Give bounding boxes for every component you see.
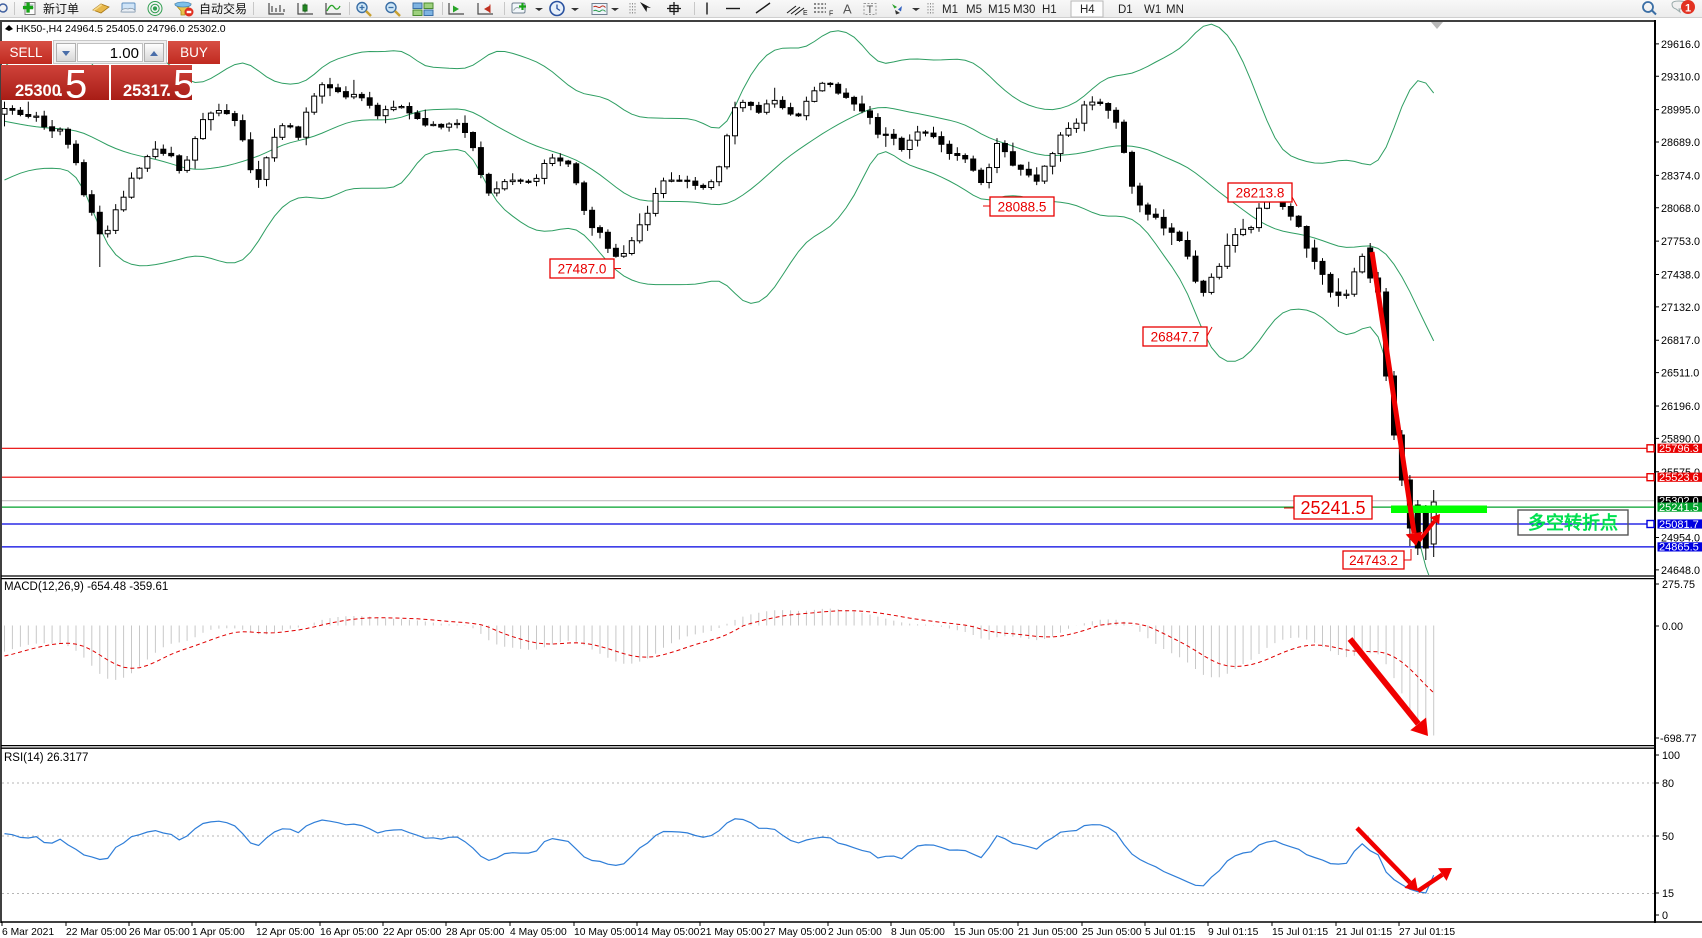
svg-text:.: . <box>58 80 63 100</box>
svg-text:RSI(14) 26.3177: RSI(14) 26.3177 <box>4 752 88 764</box>
svg-text:4 May 05:00: 4 May 05:00 <box>510 927 567 938</box>
svg-text:D1: D1 <box>1118 4 1133 16</box>
svg-text:275.75: 275.75 <box>1662 579 1695 591</box>
svg-text:25890.0: 25890.0 <box>1661 433 1700 445</box>
svg-text:16 Apr 05:00: 16 Apr 05:00 <box>320 927 379 938</box>
svg-text:26 Mar 05:00: 26 Mar 05:00 <box>129 927 190 938</box>
svg-text:MACD(12,26,9) -654.48 -359.61: MACD(12,26,9) -654.48 -359.61 <box>4 581 168 593</box>
svg-text:24743.2: 24743.2 <box>1349 553 1398 568</box>
svg-text:15 Jun 05:00: 15 Jun 05:00 <box>954 927 1014 938</box>
svg-text:M1: M1 <box>942 4 958 16</box>
svg-text:6 Mar 2021: 6 Mar 2021 <box>2 927 54 938</box>
svg-text:0.00: 0.00 <box>1662 621 1683 633</box>
svg-text:15: 15 <box>1662 888 1674 900</box>
svg-text:A: A <box>843 2 852 17</box>
svg-text:2 Jun 05:00: 2 Jun 05:00 <box>828 927 882 938</box>
svg-text:25523.6: 25523.6 <box>1659 472 1699 484</box>
svg-text:HK50-,H4 24964.5 25405.0 2479: HK50-,H4 24964.5 25405.0 24796.0 25302.0 <box>16 23 226 35</box>
svg-text:-698.77: -698.77 <box>1660 733 1697 745</box>
svg-text:E: E <box>803 10 808 17</box>
svg-text:F: F <box>829 11 833 18</box>
svg-text:9 Jul 01:15: 9 Jul 01:15 <box>1208 927 1259 938</box>
svg-text:H1: H1 <box>1042 4 1057 16</box>
svg-text:27 May 05:00: 27 May 05:00 <box>764 927 827 938</box>
svg-text:28689.0: 28689.0 <box>1661 137 1700 149</box>
svg-text:25241.5: 25241.5 <box>1659 502 1699 514</box>
svg-text:W1: W1 <box>1144 4 1161 16</box>
svg-text:5 Jul 01:15: 5 Jul 01:15 <box>1145 927 1196 938</box>
svg-text:27487.0: 27487.0 <box>558 261 607 276</box>
svg-text:27438.0: 27438.0 <box>1661 270 1700 282</box>
svg-text:28 Apr 05:00: 28 Apr 05:00 <box>446 927 505 938</box>
svg-text:T: T <box>867 4 874 16</box>
svg-text:自动交易: 自动交易 <box>199 1 247 16</box>
svg-text:25241.5: 25241.5 <box>1300 498 1365 518</box>
svg-text:21 May 05:00: 21 May 05:00 <box>700 927 763 938</box>
svg-text:21 Jun 05:00: 21 Jun 05:00 <box>1018 927 1078 938</box>
svg-text:M15: M15 <box>988 4 1010 16</box>
svg-text:多空转折点: 多空转折点 <box>1528 512 1618 533</box>
svg-text:28068.0: 28068.0 <box>1661 203 1700 215</box>
svg-text:22 Mar 05:00: 22 Mar 05:00 <box>66 927 127 938</box>
svg-text:15 Jul 01:15: 15 Jul 01:15 <box>1272 927 1328 938</box>
svg-text:24865.5: 24865.5 <box>1659 542 1699 554</box>
svg-text:26817.0: 26817.0 <box>1661 335 1700 347</box>
svg-text:MN: MN <box>1166 4 1184 16</box>
svg-text:25317: 25317 <box>123 82 169 100</box>
svg-text:1: 1 <box>1685 3 1691 15</box>
svg-text:80: 80 <box>1662 778 1674 790</box>
svg-text:29310.0: 29310.0 <box>1661 71 1700 83</box>
svg-text:M5: M5 <box>966 4 982 16</box>
svg-text:14 May 05:00: 14 May 05:00 <box>637 927 700 938</box>
svg-text:21 Jul 01:15: 21 Jul 01:15 <box>1336 927 1392 938</box>
svg-text:H4: H4 <box>1080 4 1095 16</box>
svg-text:28088.5: 28088.5 <box>998 199 1047 214</box>
svg-text:24954.0: 24954.0 <box>1661 533 1700 545</box>
svg-text:28995.0: 28995.0 <box>1661 105 1700 117</box>
svg-text:25796.3: 25796.3 <box>1659 443 1699 455</box>
svg-text:1 Apr 05:00: 1 Apr 05:00 <box>192 927 245 938</box>
svg-text:25 Jun 05:00: 25 Jun 05:00 <box>1082 927 1142 938</box>
svg-text:25081.7: 25081.7 <box>1659 519 1699 531</box>
svg-text:8 Jun 05:00: 8 Jun 05:00 <box>891 927 945 938</box>
svg-text:27 Jul 01:15: 27 Jul 01:15 <box>1399 927 1455 938</box>
svg-text:27132.0: 27132.0 <box>1661 302 1700 314</box>
svg-text:26196.0: 26196.0 <box>1661 401 1700 413</box>
svg-text:5: 5 <box>65 65 87 100</box>
svg-text:新订单: 新订单 <box>43 1 79 16</box>
svg-text:100: 100 <box>1662 750 1680 762</box>
svg-text:26847.7: 26847.7 <box>1151 329 1200 344</box>
svg-text:26511.0: 26511.0 <box>1661 368 1699 380</box>
svg-text:5: 5 <box>173 65 192 100</box>
svg-text:0: 0 <box>1662 910 1668 922</box>
svg-text:12 Apr 05:00: 12 Apr 05:00 <box>256 927 315 938</box>
svg-text:.: . <box>166 80 171 100</box>
svg-text:28374.0: 28374.0 <box>1661 170 1700 182</box>
svg-text:28213.8: 28213.8 <box>1236 185 1285 200</box>
svg-text:M30: M30 <box>1013 4 1035 16</box>
svg-text:24648.0: 24648.0 <box>1661 565 1700 577</box>
svg-text:10 May 05:00: 10 May 05:00 <box>574 927 637 938</box>
svg-text:22 Apr 05:00: 22 Apr 05:00 <box>383 927 442 938</box>
svg-text:29616.0: 29616.0 <box>1661 39 1700 51</box>
svg-text:25300: 25300 <box>15 82 61 100</box>
svg-text:27753.0: 27753.0 <box>1661 236 1700 248</box>
svg-text:50: 50 <box>1662 831 1674 843</box>
